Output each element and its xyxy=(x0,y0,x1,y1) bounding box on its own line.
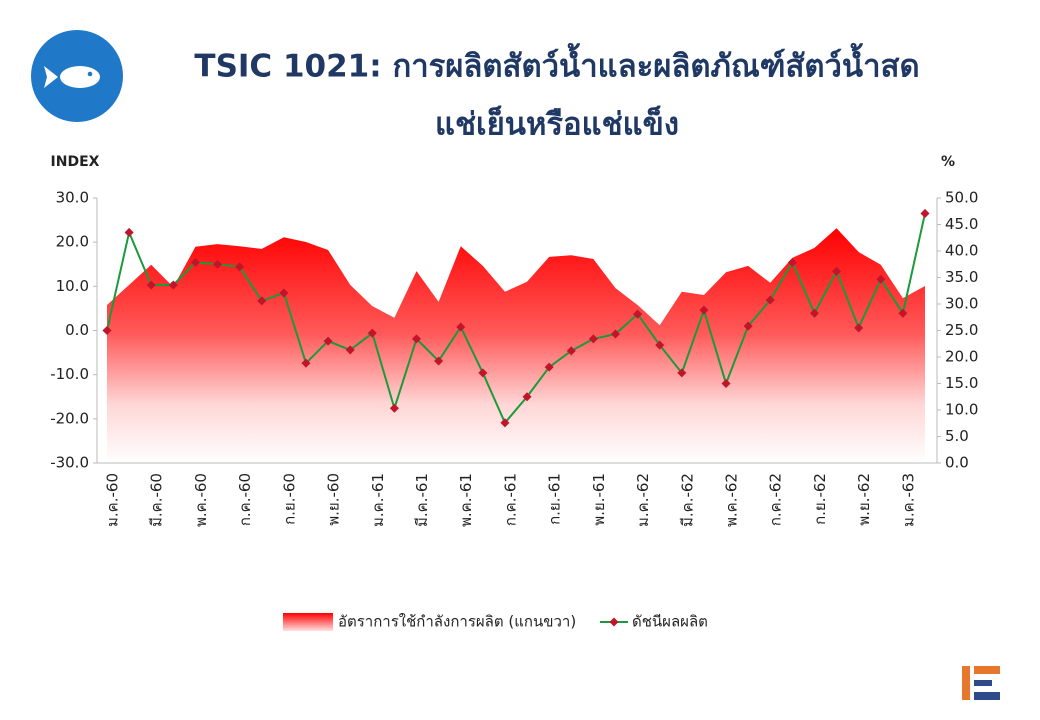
marker xyxy=(213,259,223,269)
marker xyxy=(765,295,775,305)
y2-tick-label: 15.0 xyxy=(945,374,978,392)
x-tick-label: มี.ค.-60 xyxy=(148,473,166,527)
x-tick-label: ก.ค.-62 xyxy=(767,473,785,526)
legend-label: อัตราการใช้กำลังการผลิต (แกนขวา) xyxy=(338,613,576,631)
y2-tick-label: 30.0 xyxy=(945,295,978,313)
y-axis-label: INDEX xyxy=(51,154,100,170)
y-tick-label: 30.0 xyxy=(56,189,89,207)
x-tick-label: ม.ค.-61 xyxy=(369,473,387,527)
y-tick-label: -20.0 xyxy=(50,409,89,427)
logo xyxy=(962,666,1000,700)
x-tick-label: พ.ย.-62 xyxy=(855,473,873,526)
y2-tick-label: 5.0 xyxy=(945,427,969,445)
y2-tick-label: 0.0 xyxy=(945,454,969,472)
legend-marker xyxy=(609,617,619,627)
fish-icon xyxy=(31,30,123,122)
y2-axis-label: % xyxy=(941,154,955,170)
x-tick-label: มี.ค.-61 xyxy=(413,473,431,527)
y2-tick-label: 50.0 xyxy=(945,189,978,207)
x-tick-label: ก.ค.-61 xyxy=(501,473,519,526)
x-tick-label: ม.ค.-60 xyxy=(104,473,122,527)
marker xyxy=(876,274,886,284)
marker xyxy=(677,368,687,378)
marker xyxy=(610,329,621,339)
y-tick-label: -30.0 xyxy=(50,454,89,472)
y-tick-label: 10.0 xyxy=(56,277,89,295)
area xyxy=(107,228,925,463)
marker xyxy=(544,362,554,372)
x-tick-label: ก.ย.-60 xyxy=(280,473,298,525)
marker xyxy=(898,308,908,318)
marker xyxy=(168,280,178,290)
marker xyxy=(146,280,156,290)
x-tick-label: พ.ค.-61 xyxy=(457,473,475,527)
y2-tick-label: 45.0 xyxy=(945,215,978,233)
x-tick-label: มี.ค.-62 xyxy=(678,473,696,527)
x-tick-label: ม.ค.-62 xyxy=(634,473,652,527)
x-tick-label: ม.ค.-63 xyxy=(899,473,917,527)
legend-label: ดัชนีผลผลิต xyxy=(632,613,708,631)
marker xyxy=(633,309,643,319)
x-tick-label: พ.ค.-60 xyxy=(192,473,210,527)
chart-subtitle: แช่เย็นหรือแช่แข็ง xyxy=(435,105,679,143)
y2-tick-label: 20.0 xyxy=(945,348,978,366)
marker xyxy=(588,334,598,344)
y2-tick-label: 40.0 xyxy=(945,242,978,260)
y2-tick-label: 25.0 xyxy=(945,321,978,339)
marker xyxy=(124,227,134,237)
x-tick-label: ก.ย.-62 xyxy=(811,473,829,525)
x-tick-label: พ.ค.-62 xyxy=(723,473,741,527)
marker xyxy=(190,257,200,268)
y-tick-label: 20.0 xyxy=(56,233,89,251)
x-tick-label: ก.ย.-61 xyxy=(546,473,564,525)
x-tick-label: ก.ค.-60 xyxy=(236,473,254,526)
x-tick-label: พ.ย.-61 xyxy=(590,473,608,526)
chart-title: TSIC 1021: การผลิตสัตว์น้ำและผลิตภัณฑ์สั… xyxy=(194,43,919,85)
marker xyxy=(699,305,709,315)
legend-swatch xyxy=(283,613,333,631)
marker xyxy=(809,308,819,318)
y2-tick-label: 35.0 xyxy=(945,268,978,286)
y-tick-label: -10.0 xyxy=(50,365,89,383)
line xyxy=(106,213,926,425)
marker xyxy=(235,262,245,272)
y-tick-label: 0.0 xyxy=(65,321,89,339)
y2-tick-label: 10.0 xyxy=(945,401,978,419)
x-tick-label: พ.ย.-60 xyxy=(325,473,343,526)
